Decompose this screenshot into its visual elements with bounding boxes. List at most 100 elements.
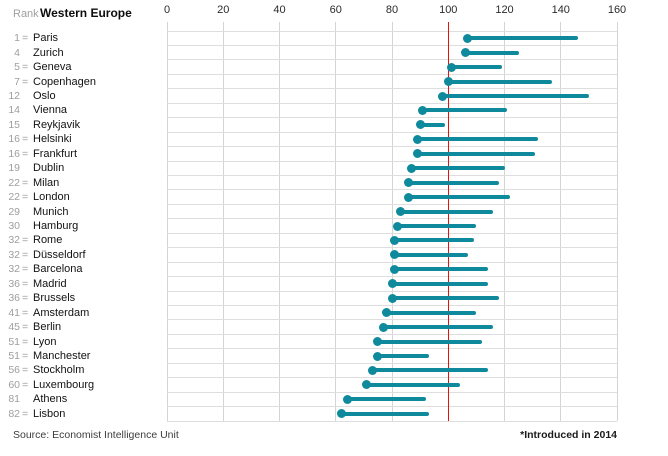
tied-rank-equals-sign: =: [22, 75, 29, 88]
row-label-frankfurt: 16 = Frankfurt: [0, 147, 166, 161]
tied-rank-equals-sign: =: [22, 263, 29, 276]
row-label-milan: 22 = Milan: [0, 175, 166, 189]
value-dot-barcelona: [390, 264, 400, 274]
row-label-oslo: 12 Oslo: [0, 89, 166, 103]
x-axis-tick-label: 60: [329, 4, 342, 16]
value-dot-madrid: [387, 279, 397, 289]
x-axis-tick-label: 160: [607, 4, 627, 16]
city-name: Düsseldorf: [33, 248, 86, 261]
row-label-manchester: 51 = Manchester: [0, 349, 166, 363]
row-label-vienna: 14 Vienna: [0, 103, 166, 117]
range-line-düsseldorf: [394, 252, 468, 257]
rank-value: 36: [8, 292, 20, 305]
rank-value: 16: [8, 147, 20, 160]
range-line-manchester: [377, 354, 429, 358]
horizontal-gridline: [167, 391, 617, 393]
vertical-gridline: [335, 22, 337, 421]
value-dot-düsseldorf: [390, 250, 400, 260]
vertical-gridline: [166, 22, 168, 421]
rank-value: 15: [8, 118, 20, 131]
row-label-helsinki: 16 = Helsinki: [0, 132, 166, 146]
horizontal-gridline: [167, 319, 617, 321]
row-label-barcelona: 32 = Barcelona: [0, 262, 166, 276]
range-line-munich: [400, 209, 494, 214]
tied-rank-equals-sign: =: [22, 292, 29, 305]
city-name: Amsterdam: [33, 306, 90, 319]
row-label-madrid: 36 = Madrid: [0, 277, 166, 291]
tied-rank-equals-sign: =: [22, 364, 29, 377]
horizontal-gridline: [167, 362, 617, 364]
value-dot-london: [404, 192, 414, 202]
value-dot-helsinki: [412, 134, 422, 144]
city-name: Hamburg: [33, 219, 79, 232]
rank-value: 16: [8, 133, 20, 146]
tied-rank-equals-sign: =: [22, 306, 29, 319]
city-name: Athens: [33, 393, 68, 406]
value-dot-reykjavik: [415, 120, 425, 130]
rank-value: 45: [8, 321, 20, 334]
vertical-gridline: [222, 22, 224, 421]
city-name: Madrid: [33, 277, 67, 290]
range-line-lyon: [377, 339, 482, 344]
rank-value: 14: [8, 104, 20, 117]
value-dot-hamburg: [393, 221, 403, 231]
row-label-rome: 32 = Rome: [0, 233, 166, 247]
vertical-gridline: [391, 22, 393, 421]
x-axis-tick-label: 80: [385, 4, 399, 16]
range-line-oslo: [442, 94, 589, 98]
value-dot-copenhagen: [443, 77, 453, 87]
horizontal-gridline: [167, 348, 617, 350]
horizontal-gridline: [167, 290, 617, 292]
tied-rank-equals-sign: =: [22, 378, 29, 391]
vertical-gridline: [616, 22, 618, 421]
range-line-amsterdam: [386, 310, 477, 315]
x-axis-tick-label: 0: [163, 4, 171, 16]
city-name: Luxembourg: [33, 378, 95, 391]
horizontal-gridline: [167, 333, 617, 335]
tied-rank-equals-sign: =: [22, 321, 29, 334]
horizontal-gridline: [167, 406, 617, 408]
range-line-reykjavik: [420, 122, 446, 127]
value-dot-zurich: [460, 48, 470, 58]
horizontal-gridline: [167, 174, 617, 176]
horizontal-gridline: [167, 247, 617, 249]
horizontal-gridline: [167, 73, 617, 75]
city-name: Frankfurt: [33, 147, 78, 160]
horizontal-gridline: [167, 261, 617, 263]
value-dot-luxembourg: [362, 380, 372, 390]
value-dot-manchester: [373, 351, 383, 361]
row-label-brussels: 36 = Brussels: [0, 291, 166, 305]
row-label-london: 22 = London: [0, 190, 166, 204]
rank-value: 12: [8, 89, 20, 102]
horizontal-gridline: [167, 304, 617, 306]
city-name: Lisbon: [33, 407, 66, 420]
row-label-munich: 29 Munich: [0, 204, 166, 218]
value-dot-brussels: [387, 293, 397, 303]
range-line-hamburg: [397, 224, 477, 228]
value-dot-berlin: [379, 322, 389, 332]
vertical-gridline: [279, 22, 280, 421]
range-line-luxembourg: [366, 382, 460, 387]
rank-value: 32: [8, 234, 20, 247]
tied-rank-equals-sign: =: [22, 133, 29, 146]
rank-value: 29: [8, 205, 20, 218]
row-label-amsterdam: 41 = Amsterdam: [0, 305, 166, 319]
range-line-frankfurt: [417, 151, 536, 156]
row-label-lisbon: 82 = Lisbon: [0, 407, 166, 421]
horizontal-gridline: [167, 102, 617, 104]
rank-value: 81: [8, 393, 20, 406]
range-line-copenhagen: [448, 79, 553, 84]
range-line-milan: [408, 180, 499, 185]
row-label-berlin: 45 = Berlin: [0, 320, 166, 334]
range-line-stockholm: [372, 368, 488, 373]
range-line-zurich: [465, 50, 519, 55]
source-note: Source: Economist Intelligence Unit: [13, 429, 179, 441]
row-label-dublin: 19 Dublin: [0, 161, 166, 175]
city-name: Manchester: [33, 349, 91, 362]
tied-rank-equals-sign: =: [22, 147, 29, 160]
rank-value: 1: [14, 32, 20, 45]
horizontal-gridline: [167, 203, 617, 205]
tied-rank-equals-sign: =: [22, 277, 29, 290]
tied-rank-equals-sign: =: [22, 32, 29, 45]
x-axis-tick-label: 20: [217, 4, 230, 16]
